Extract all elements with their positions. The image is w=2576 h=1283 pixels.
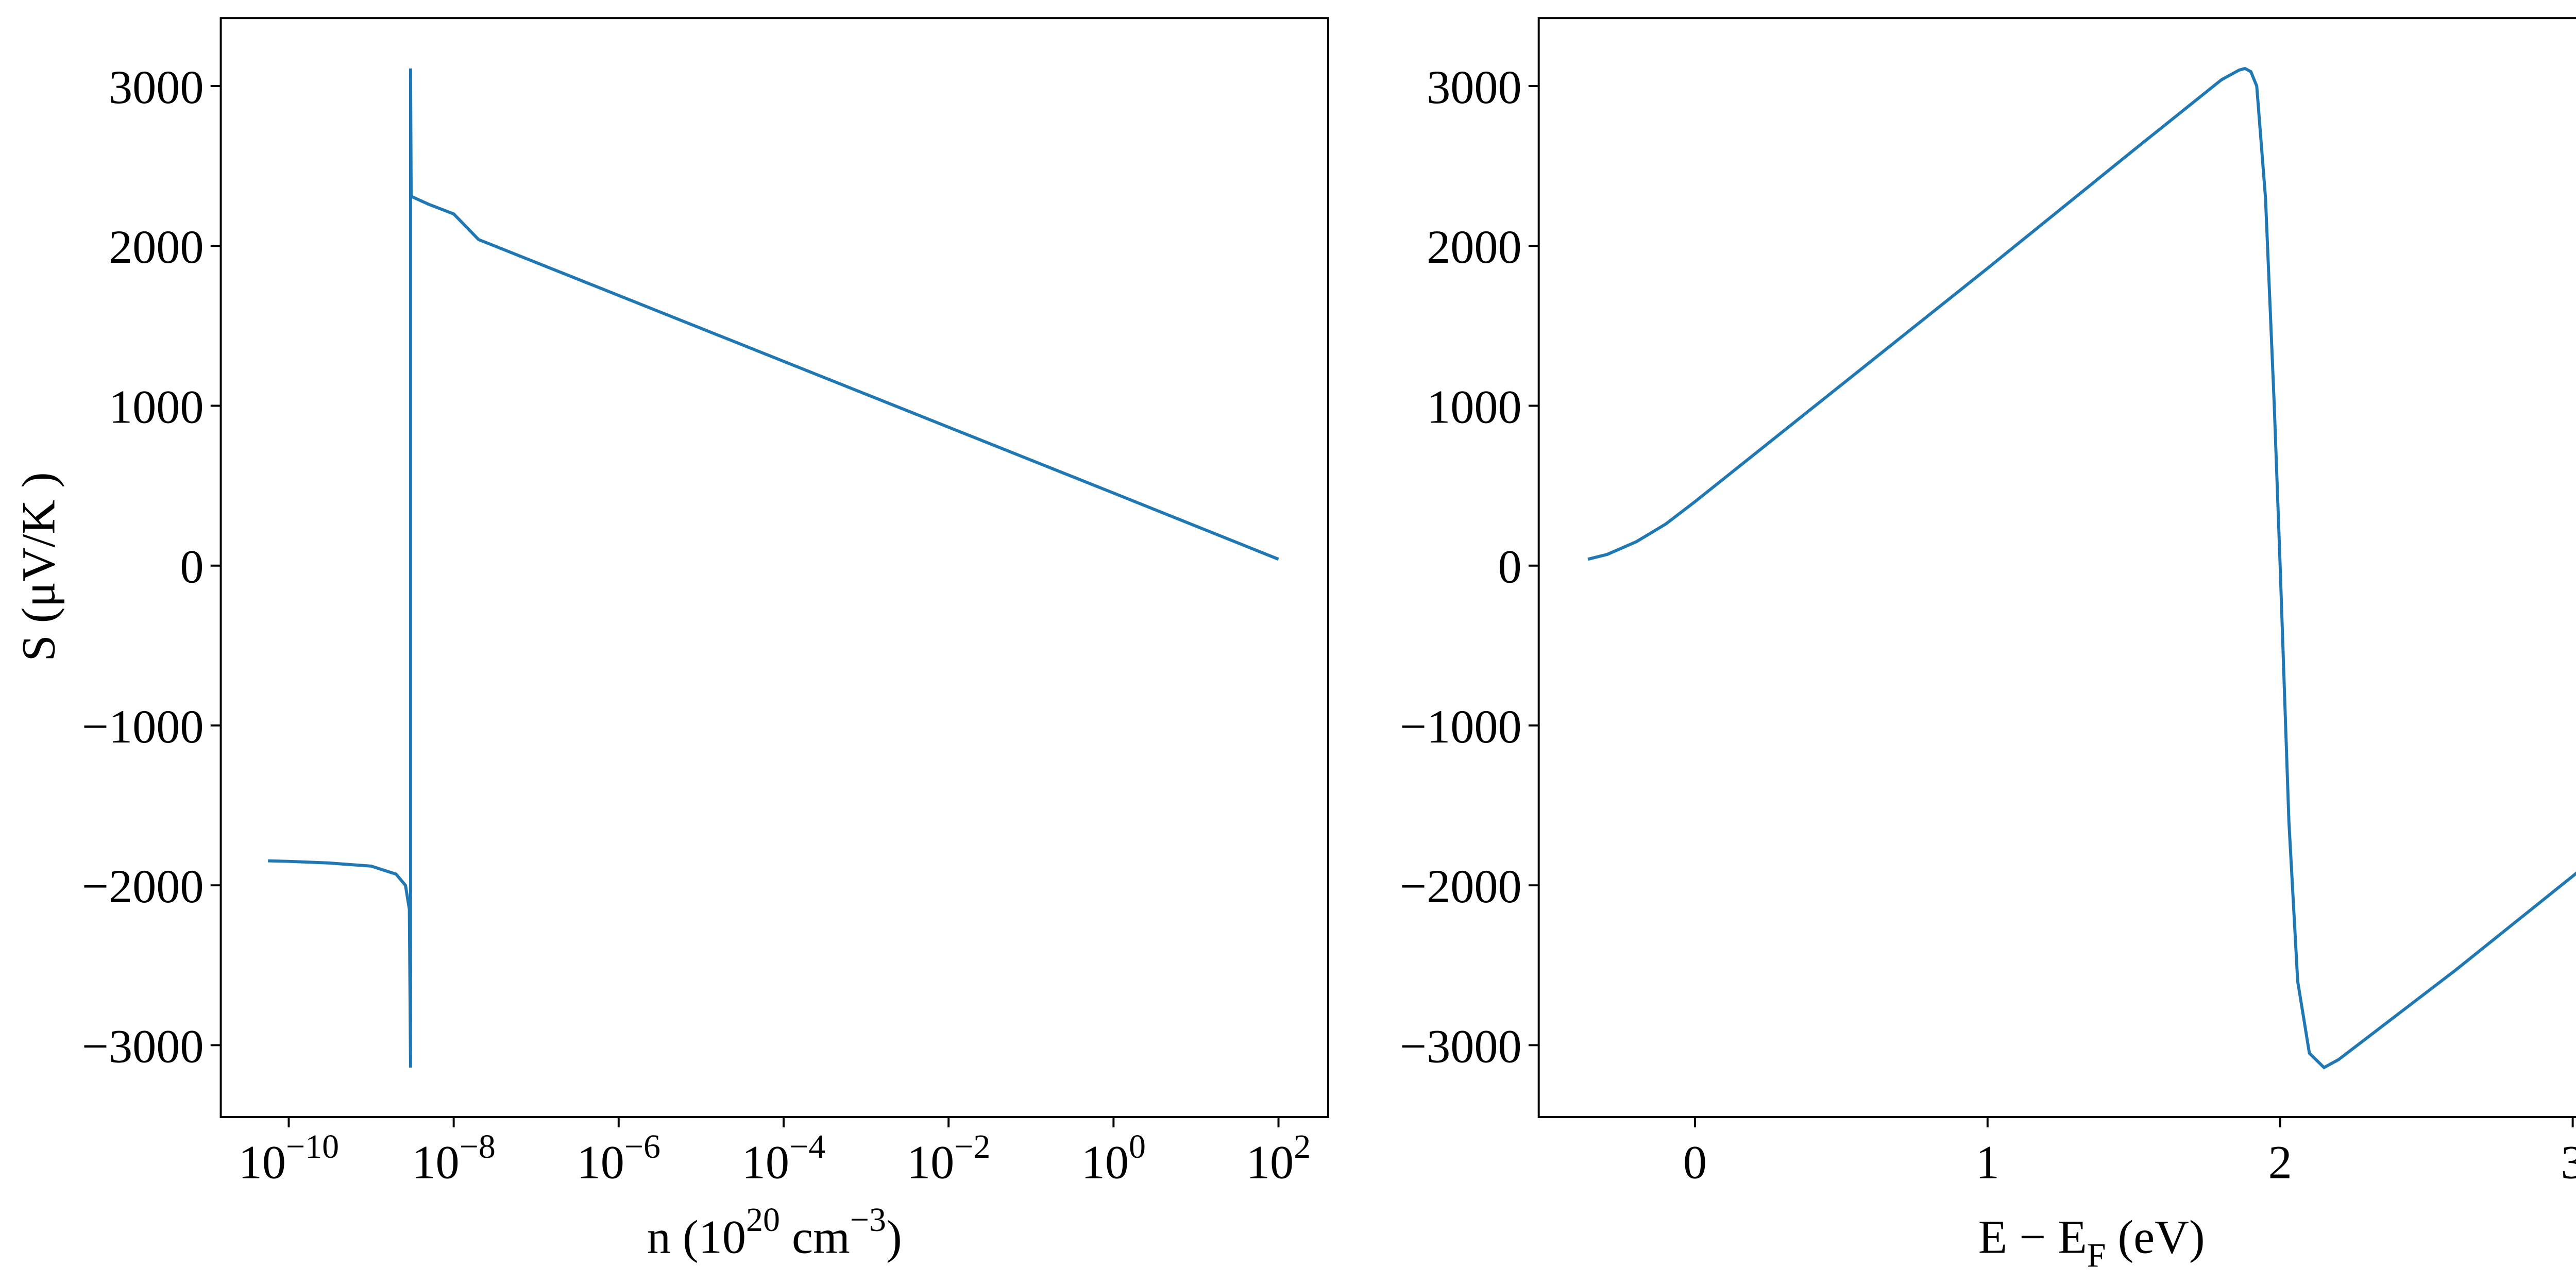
x-tick-label: 10−10 [239,1128,339,1189]
tick-base: 10 [1246,1136,1294,1189]
y-tick-label: −2000 [82,860,204,913]
tick-base: 10 [742,1136,789,1189]
data-line [268,68,1279,1068]
tick-base: 10 [1081,1136,1129,1189]
tick-exponent: 0 [1129,1128,1146,1166]
y-tick-label: 3000 [1427,61,1522,113]
tick-exponent: −10 [286,1128,339,1166]
x-tick-label: 1 [1976,1136,1999,1189]
y-tick-label: 3000 [109,61,204,113]
tick-exponent: 2 [1294,1128,1311,1166]
label-superscript: 20 [746,1201,780,1239]
x-tick-label: 10−6 [577,1128,660,1189]
x-tick-label: 100 [1081,1128,1146,1189]
plot-frame [1537,17,2576,1119]
data-line [1587,66,2576,1070]
x-tick-label: 102 [1246,1128,1311,1189]
label-superscript: −3 [850,1201,886,1239]
tick-exponent: −6 [624,1128,660,1166]
x-tick-label: 2 [2268,1136,2292,1189]
tick-exponent: −2 [954,1128,990,1166]
x-axis-label: n (1020 cm−3) [647,1201,902,1263]
label-text: E − E [1978,1211,2087,1263]
y-tick-label: 0 [1498,541,1522,593]
plot-frame [219,17,1329,1119]
tick-base: 10 [239,1136,286,1189]
tick-base: 10 [412,1136,459,1189]
label-text: ) [886,1211,902,1263]
tick-base: 10 [577,1136,624,1189]
x-tick-label: 3 [2561,1136,2576,1189]
x-tick-label: 10−2 [907,1128,990,1189]
y-tick-label: −3000 [1400,1020,1522,1072]
x-tick-label: 10−4 [742,1128,825,1189]
y-tick-label: 1000 [1427,380,1522,433]
y-tick-label: 1000 [109,380,204,433]
y-axis-label: S (μV/K ) [12,472,64,661]
chart: −3000 −2000 −1000 0 1000 2000 3000 0 1 2 3 E − EF (… [1400,17,2576,1274]
x-axis-label: E − EF (eV) [1978,1211,2205,1274]
y-tick-label: −2000 [1400,860,1522,913]
label-text: n (10 [647,1211,746,1263]
tick-base: 10 [907,1136,954,1189]
y-tick-label: −1000 [1400,700,1522,753]
x-tick-label: 0 [1683,1136,1707,1189]
y-tick-label: −1000 [82,700,204,753]
y-tick-label: 2000 [1427,221,1522,273]
y-tick-label: 2000 [109,221,204,273]
x-tick-label: 10−8 [412,1128,495,1189]
label-text: cm [780,1211,850,1263]
label-text: (eV) [2106,1211,2205,1263]
y-tick-label: 0 [180,541,204,593]
y-tick-label: −3000 [82,1020,204,1072]
label-subscript: F [2087,1237,2106,1274]
tick-exponent: −8 [460,1128,496,1166]
tick-exponent: −4 [789,1128,825,1166]
